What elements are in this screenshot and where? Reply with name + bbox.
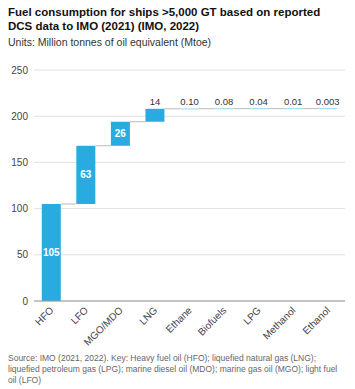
- x-tick-label: Ethane: [164, 304, 194, 334]
- data-label: 14: [150, 96, 161, 107]
- data-label: 105: [43, 247, 60, 258]
- x-tick-label: HFO: [33, 304, 56, 327]
- title: Fuel consumption for ships >5,000 GT bas…: [8, 6, 320, 32]
- x-tick-label: LPG: [241, 304, 263, 326]
- x-tick-label: Biofuels: [196, 305, 229, 338]
- data-labels: 105 63 26 14 0.10 0.08 0.04 0.01 0.003: [43, 96, 340, 258]
- x-tick-label: Methanol: [261, 305, 298, 342]
- x-tick-label: LFO: [69, 304, 91, 326]
- data-label: 0.003: [316, 96, 340, 107]
- y-tick-label: 250: [11, 65, 28, 76]
- data-label: 26: [115, 128, 127, 139]
- grid-line: [34, 70, 345, 71]
- bar: [284, 108, 303, 110]
- bar: [180, 108, 199, 110]
- bar: [249, 108, 268, 110]
- x-tick-label: LNG: [137, 304, 159, 326]
- data-label: 0.08: [215, 96, 234, 107]
- bar: [145, 109, 164, 122]
- connector: [268, 108, 284, 109]
- connector: [61, 203, 77, 204]
- connector: [164, 108, 180, 109]
- y-tick-label: 0: [22, 296, 28, 307]
- bar: [111, 122, 130, 146]
- y-tick-label: 150: [11, 157, 28, 168]
- connector: [95, 145, 111, 146]
- data-label: 0.04: [249, 96, 268, 107]
- connector: [303, 108, 319, 109]
- connector: [234, 108, 250, 109]
- bar: [42, 204, 61, 301]
- y-tick-label: 100: [11, 203, 28, 214]
- x-tick-label: Ethanol: [300, 305, 332, 337]
- grid: [34, 70, 345, 301]
- chart: Fuel consumption for ships >5,000 GT bas…: [0, 0, 355, 389]
- bars: [42, 109, 337, 301]
- subtitle: Units: Million tonnes of oil equivalent …: [8, 36, 211, 48]
- x-tick-label: MGO/MDO: [82, 304, 125, 347]
- data-label: 0.10: [180, 96, 199, 107]
- grid-line: [34, 116, 345, 117]
- bar: [215, 108, 234, 110]
- data-label: 0.01: [284, 96, 303, 107]
- connector: [130, 121, 146, 122]
- x-axis-line: [34, 301, 345, 302]
- source-note: Source: IMO (2021, 2022). Key: Heavy fue…: [8, 353, 337, 385]
- y-tick-label: 200: [11, 111, 28, 122]
- grid-line: [34, 301, 345, 302]
- grid-line: [34, 254, 345, 255]
- connector: [199, 108, 215, 109]
- bar: [318, 108, 337, 110]
- y-tick-label: 50: [17, 249, 29, 260]
- bar: [76, 146, 95, 204]
- grid-line: [34, 208, 345, 209]
- data-label: 63: [80, 169, 92, 180]
